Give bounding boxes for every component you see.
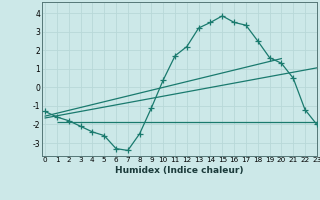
X-axis label: Humidex (Indice chaleur): Humidex (Indice chaleur) <box>115 166 244 175</box>
